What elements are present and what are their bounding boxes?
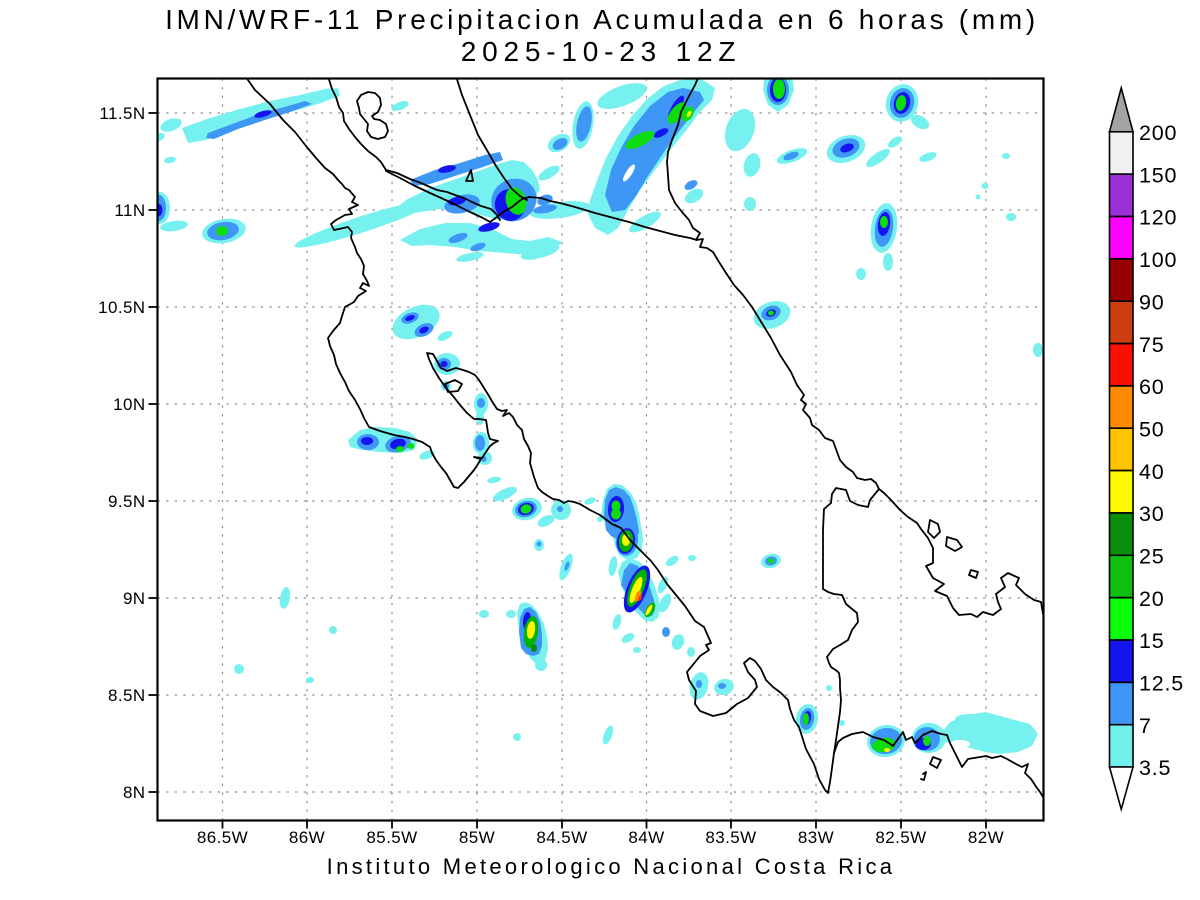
svg-text:83.5W: 83.5W (705, 828, 756, 847)
svg-text:100: 100 (1139, 248, 1177, 272)
svg-text:60: 60 (1139, 375, 1165, 399)
svg-text:2025-10-23 12Z: 2025-10-23 12Z (461, 36, 741, 67)
svg-text:50: 50 (1139, 417, 1165, 441)
svg-text:8N: 8N (123, 783, 146, 802)
svg-text:85W: 85W (459, 828, 495, 847)
svg-text:86W: 86W (289, 828, 325, 847)
svg-text:150: 150 (1139, 163, 1177, 187)
svg-text:Instituto Meteorologico Nacion: Instituto Meteorologico Nacional Costa R… (327, 854, 896, 879)
svg-text:15: 15 (1139, 629, 1165, 653)
svg-text:200: 200 (1139, 121, 1177, 145)
svg-text:83W: 83W (798, 828, 834, 847)
svg-text:84.5W: 84.5W (536, 828, 587, 847)
svg-text:82W: 82W (968, 828, 1004, 847)
svg-text:8.5N: 8.5N (108, 686, 146, 705)
svg-text:84W: 84W (628, 828, 664, 847)
svg-text:120: 120 (1139, 206, 1177, 230)
svg-text:11.5N: 11.5N (99, 104, 145, 123)
svg-text:11N: 11N (114, 201, 145, 220)
svg-text:40: 40 (1139, 460, 1165, 484)
svg-text:86.5W: 86.5W (197, 828, 248, 847)
svg-text:9.5N: 9.5N (108, 492, 146, 511)
svg-text:75: 75 (1139, 333, 1165, 357)
svg-text:12.5: 12.5 (1139, 672, 1184, 696)
svg-text:82.5W: 82.5W (875, 828, 926, 847)
svg-text:10N: 10N (113, 395, 145, 414)
svg-text:30: 30 (1139, 502, 1165, 526)
svg-text:9N: 9N (123, 589, 146, 608)
svg-text:10.5N: 10.5N (98, 298, 145, 317)
svg-text:85.5W: 85.5W (366, 828, 417, 847)
svg-text:3.5: 3.5 (1139, 756, 1171, 780)
svg-text:IMN/WRF-11 Precipitacion Acumu: IMN/WRF-11 Precipitacion Acumulada en 6 … (165, 4, 1039, 35)
svg-text:7: 7 (1139, 714, 1152, 738)
svg-text:90: 90 (1139, 290, 1165, 314)
svg-text:20: 20 (1139, 587, 1165, 611)
svg-text:25: 25 (1139, 545, 1165, 569)
